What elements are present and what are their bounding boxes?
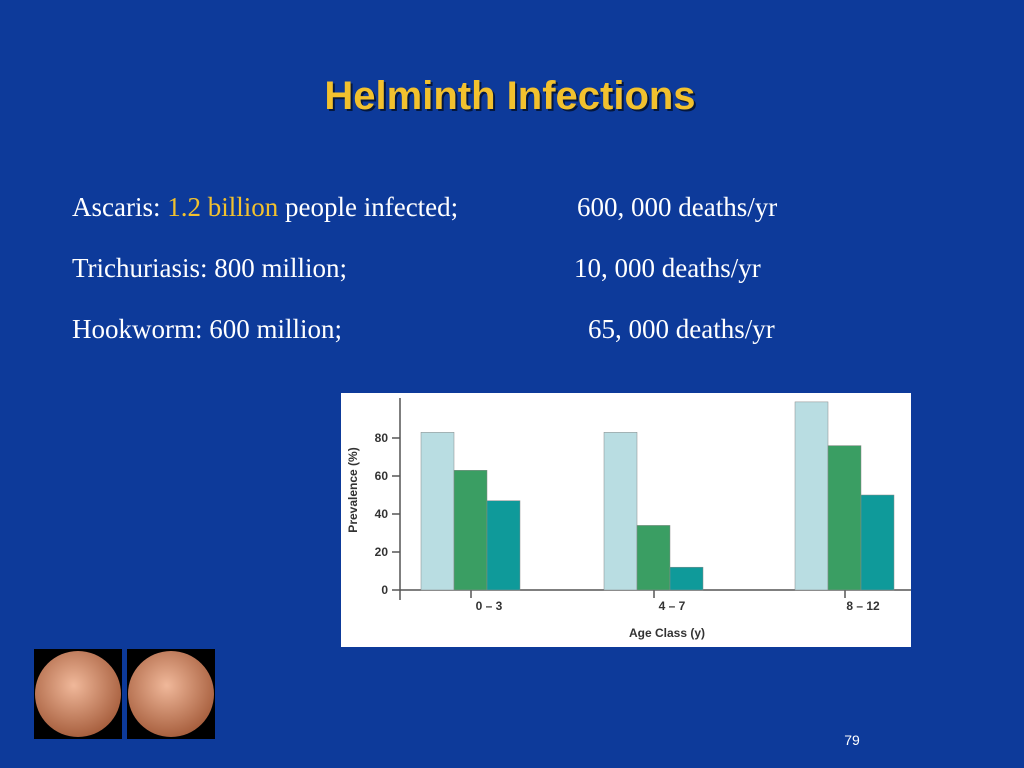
penny [35,651,121,737]
text-line: Trichuriasis: 800 million; [72,253,347,283]
bar [827,445,862,591]
title-shadow: Helminth Infections [326,76,697,120]
label: Ascaris: [72,192,160,222]
x-tick-label: 8 – 12 [846,599,880,613]
y-tick-label: 40 [375,507,389,521]
text-line: Ascaris: 1.2 billion people infected; [72,192,458,222]
slide-title: Helminth Infections [324,74,695,118]
deaths: 10, 000 deaths/yr [574,253,761,283]
x-tick-label: 0 – 3 [476,599,503,613]
deaths: 65, 000 deaths/yr [588,314,775,344]
label: people infected; [285,192,458,222]
bar [603,432,638,591]
y-axis-label: Prevalence (%) [346,447,360,532]
bar [794,401,829,591]
bar [636,525,671,591]
chart: Prevalence (%) Age Class (y) 0 20 40 60 80 0 … [341,393,911,647]
x-axis-label: Age Class (y) [629,626,705,640]
bar [420,432,455,591]
penny [128,651,214,737]
page-number: 79 [844,732,860,748]
text-line: Hookworm: 600 million; [72,314,342,344]
highlight: 1.2 billion [167,192,279,222]
y-tick-label: 0 [381,583,388,597]
y-tick-label: 80 [375,431,389,445]
bar [453,470,488,591]
y-tick-label: 60 [375,469,389,483]
bar [860,494,895,591]
x-tick-label: 4 – 7 [659,599,686,613]
y-tick-label: 20 [375,545,389,559]
deaths: 600, 000 deaths/yr [577,192,777,222]
bar [486,500,521,591]
bar [669,566,704,591]
